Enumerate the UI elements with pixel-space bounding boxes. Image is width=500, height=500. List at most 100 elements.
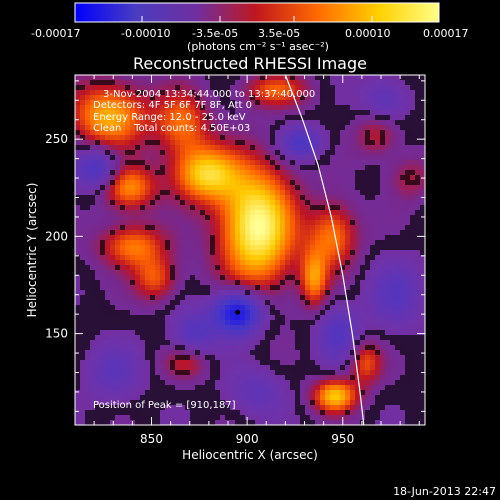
heatmap-cell — [315, 215, 321, 221]
heatmap-cell — [100, 370, 106, 376]
heatmap-cell — [205, 85, 211, 91]
heatmap-cell — [385, 375, 391, 381]
heatmap-cell — [165, 335, 171, 341]
heatmap-cell — [360, 130, 366, 136]
heatmap-cell — [100, 140, 106, 146]
heatmap-cell — [365, 295, 371, 301]
heatmap-cell — [265, 290, 271, 296]
heatmap-cell — [180, 160, 186, 166]
heatmap-cell — [125, 405, 131, 411]
heatmap-cell — [375, 350, 381, 356]
heatmap-cell — [180, 275, 186, 281]
heatmap-cell — [360, 345, 366, 351]
heatmap-cell — [320, 340, 326, 346]
heatmap-cell — [240, 335, 246, 341]
heatmap-cell — [90, 350, 96, 356]
heatmap-cell — [100, 265, 106, 271]
heatmap-cell — [155, 390, 161, 396]
heatmap-cell — [320, 145, 326, 151]
heatmap-cell — [280, 220, 286, 226]
heatmap-cell — [355, 410, 361, 416]
heatmap-cell — [265, 365, 271, 371]
heatmap-cell — [380, 185, 386, 191]
heatmap-cell — [90, 410, 96, 416]
heatmap-cell — [285, 355, 291, 361]
heatmap-cell — [150, 390, 156, 396]
heatmap-cell — [315, 400, 321, 406]
heatmap-cell — [340, 255, 346, 261]
heatmap-cell — [140, 125, 146, 131]
heatmap-cell — [100, 85, 106, 91]
heatmap-cell — [335, 400, 341, 406]
heatmap-cell — [385, 165, 391, 171]
heatmap-cell — [275, 330, 281, 336]
heatmap-cell — [165, 355, 171, 361]
heatmap-cell — [170, 375, 176, 381]
heatmap-cell — [255, 395, 261, 401]
heatmap-cell — [300, 225, 306, 231]
heatmap-cell — [380, 265, 386, 271]
heatmap-cell — [310, 170, 316, 176]
heatmap-cell — [200, 125, 206, 131]
heatmap-cell — [290, 150, 296, 156]
heatmap-cell — [360, 350, 366, 356]
heatmap-cell — [415, 285, 421, 291]
heatmap-cell — [260, 120, 266, 126]
heatmap-cell — [150, 335, 156, 341]
heatmap-cell — [280, 235, 286, 241]
heatmap-cell — [285, 165, 291, 171]
heatmap-cell — [395, 180, 401, 186]
heatmap-cell — [285, 385, 291, 391]
heatmap-cell — [260, 230, 266, 236]
heatmap-cell — [155, 375, 161, 381]
heatmap-cell — [345, 225, 351, 231]
heatmap-cell — [145, 370, 151, 376]
heatmap-cell — [355, 240, 361, 246]
heatmap-cell — [285, 190, 291, 196]
heatmap-cell — [375, 415, 381, 421]
heatmap-cell — [405, 205, 411, 211]
heatmap-cell — [290, 130, 296, 136]
heatmap-cell — [150, 415, 156, 421]
heatmap-cell — [375, 85, 381, 91]
heatmap-cell — [75, 90, 81, 96]
heatmap-cell — [295, 115, 301, 121]
heatmap-cell — [215, 100, 221, 106]
heatmap-cell — [290, 310, 296, 316]
heatmap-cell — [175, 335, 181, 341]
heatmap-cell — [375, 355, 381, 361]
heatmap-cell — [340, 125, 346, 131]
heatmap-cell — [115, 90, 121, 96]
heatmap-cell — [120, 375, 126, 381]
heatmap-cell — [135, 280, 141, 286]
heatmap-cell — [265, 100, 271, 106]
heatmap-cell — [390, 205, 396, 211]
heatmap-cell — [365, 280, 371, 286]
heatmap-cell — [195, 220, 201, 226]
heatmap-cell — [155, 260, 161, 266]
heatmap-cell — [360, 155, 366, 161]
heatmap-cell — [260, 330, 266, 336]
heatmap-cell — [390, 195, 396, 201]
heatmap-cell — [190, 245, 196, 251]
heatmap-cell — [100, 285, 106, 291]
heatmap-cell — [375, 170, 381, 176]
heatmap-cell — [105, 225, 111, 231]
heatmap-cell — [270, 180, 276, 186]
heatmap-cell — [185, 80, 191, 86]
heatmap-cell — [335, 165, 341, 171]
heatmap-cell — [135, 85, 141, 91]
heatmap-cell — [135, 345, 141, 351]
heatmap-cell — [355, 250, 361, 256]
heatmap-cell — [405, 110, 411, 116]
heatmap-cell — [155, 245, 161, 251]
heatmap-cell — [230, 125, 236, 131]
heatmap-cell — [335, 315, 341, 321]
heatmap-cell — [415, 365, 421, 371]
heatmap-cell — [235, 335, 241, 341]
heatmap-cell — [225, 180, 231, 186]
heatmap-cell — [300, 110, 306, 116]
heatmap-cell — [290, 280, 296, 286]
heatmap-cell — [255, 285, 261, 291]
heatmap-cell — [110, 355, 116, 361]
